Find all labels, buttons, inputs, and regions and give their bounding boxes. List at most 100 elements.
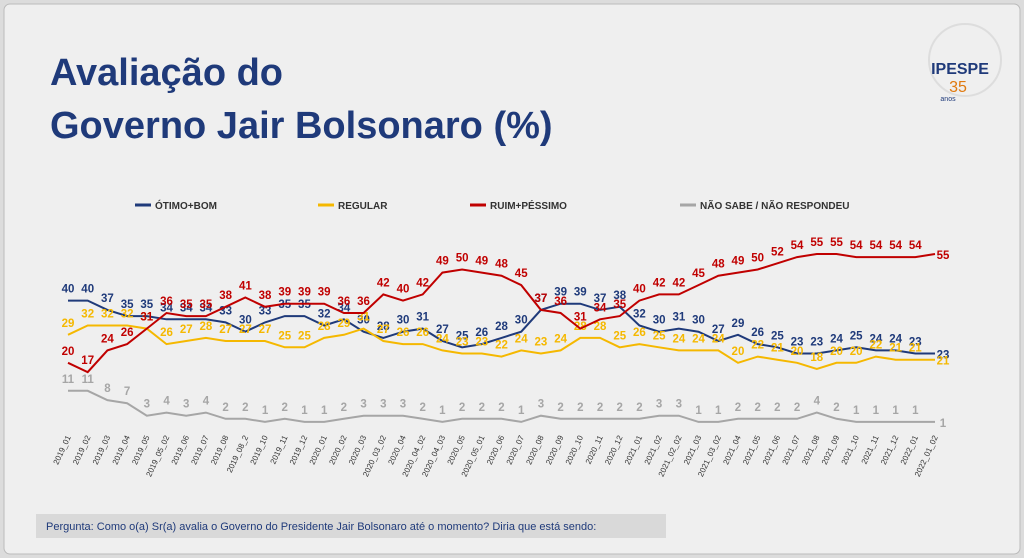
data-label: 24 bbox=[712, 333, 725, 345]
data-label: 41 bbox=[239, 280, 252, 292]
data-label: 54 bbox=[909, 240, 922, 252]
data-label: 26 bbox=[160, 327, 173, 339]
data-label: 35 bbox=[140, 299, 153, 311]
data-label: 18 bbox=[810, 352, 823, 364]
legend-label: RUIM+PÉSSIMO bbox=[490, 199, 567, 212]
data-label: 31 bbox=[357, 312, 370, 324]
data-label: 54 bbox=[889, 240, 902, 252]
data-label: 4 bbox=[163, 396, 170, 408]
title-line: Avaliação do bbox=[50, 52, 283, 94]
data-label: 31 bbox=[672, 312, 685, 324]
data-label: 2 bbox=[222, 402, 228, 414]
data-label: 3 bbox=[183, 399, 189, 411]
data-label: 27 bbox=[259, 324, 272, 336]
data-label: 29 bbox=[732, 318, 745, 330]
data-label: 2 bbox=[479, 402, 485, 414]
data-label: 32 bbox=[121, 308, 134, 320]
data-label: 27 bbox=[180, 324, 193, 336]
data-label: 27 bbox=[377, 324, 390, 336]
data-label: 2 bbox=[833, 402, 839, 414]
data-label: 2 bbox=[282, 402, 288, 414]
slide bbox=[3, 3, 1021, 555]
data-label: 20 bbox=[830, 346, 843, 358]
logo-name: IPESPE bbox=[931, 61, 989, 78]
data-label: 7 bbox=[124, 386, 130, 398]
data-label: 28 bbox=[200, 321, 213, 333]
data-label: 55 bbox=[937, 250, 950, 262]
data-label: 39 bbox=[318, 287, 331, 299]
data-label: 49 bbox=[732, 256, 745, 268]
data-label: 24 bbox=[869, 333, 882, 345]
data-label: 42 bbox=[672, 277, 685, 289]
data-label: 30 bbox=[239, 315, 252, 327]
data-label: 20 bbox=[850, 346, 863, 358]
data-label: 32 bbox=[81, 308, 94, 320]
data-label: 23 bbox=[535, 336, 548, 348]
data-label: 22 bbox=[495, 340, 508, 352]
data-label: 1 bbox=[321, 405, 328, 417]
question: Pergunta: Como o(a) Sr(a) avalia o Gover… bbox=[46, 521, 596, 533]
data-label: 35 bbox=[278, 299, 291, 311]
data-label: 20 bbox=[62, 346, 75, 358]
data-label: 30 bbox=[357, 315, 370, 327]
data-label: 27 bbox=[436, 324, 449, 336]
series-line bbox=[68, 299, 935, 355]
data-label: 29 bbox=[337, 318, 350, 330]
data-label: 25 bbox=[850, 330, 863, 342]
data-label: 54 bbox=[791, 240, 804, 252]
data-label: 4 bbox=[203, 396, 210, 408]
series-line bbox=[67, 324, 935, 371]
data-label: 42 bbox=[416, 277, 429, 289]
data-label: 37 bbox=[535, 293, 548, 305]
data-label: 2 bbox=[341, 402, 347, 414]
data-label: 28 bbox=[495, 321, 508, 333]
data-label: 2 bbox=[735, 402, 741, 414]
data-label: 20 bbox=[791, 346, 804, 358]
data-label: 54 bbox=[869, 240, 882, 252]
data-label: 22 bbox=[751, 340, 764, 352]
data-label: 27 bbox=[219, 324, 232, 336]
legend-label: REGULAR bbox=[338, 201, 388, 212]
data-label: 35 bbox=[180, 299, 193, 311]
data-label: 2 bbox=[557, 402, 563, 414]
data-label: 1 bbox=[853, 405, 860, 417]
data-label: 38 bbox=[219, 290, 232, 302]
title-line: Governo Jair Bolsonaro (%) bbox=[50, 105, 553, 147]
data-label: 20 bbox=[732, 346, 745, 358]
data-label: 22 bbox=[869, 340, 882, 352]
data-label: 45 bbox=[515, 268, 528, 280]
data-label: 1 bbox=[301, 405, 308, 417]
data-label: 2 bbox=[617, 402, 623, 414]
data-label: 26 bbox=[475, 327, 488, 339]
data-label: 24 bbox=[692, 333, 705, 345]
data-label: 37 bbox=[535, 293, 548, 305]
data-label: 21 bbox=[771, 343, 784, 355]
data-label: 29 bbox=[62, 318, 75, 330]
data-label: 21 bbox=[889, 343, 902, 355]
data-label: 28 bbox=[377, 321, 390, 333]
data-label: 52 bbox=[771, 246, 784, 258]
data-label: 1 bbox=[439, 405, 446, 417]
data-label: 28 bbox=[594, 321, 607, 333]
data-label: 36 bbox=[160, 296, 173, 308]
data-label: 26 bbox=[416, 327, 429, 339]
data-label: 48 bbox=[495, 259, 508, 271]
data-label: 25 bbox=[613, 330, 626, 342]
data-label: 8 bbox=[104, 383, 111, 395]
data-label: 39 bbox=[298, 287, 311, 299]
data-label: 25 bbox=[653, 330, 666, 342]
data-label: 2 bbox=[459, 402, 465, 414]
data-label: 3 bbox=[360, 399, 366, 411]
data-label: 33 bbox=[259, 305, 272, 317]
data-label: 48 bbox=[712, 259, 725, 271]
data-label: 1 bbox=[518, 405, 525, 417]
data-label: 3 bbox=[144, 399, 150, 411]
data-label: 23 bbox=[937, 349, 950, 361]
data-label: 54 bbox=[850, 240, 863, 252]
data-label: 25 bbox=[771, 330, 784, 342]
data-label: 35 bbox=[121, 299, 134, 311]
data-label: 1 bbox=[262, 405, 269, 417]
data-label: 36 bbox=[337, 296, 350, 308]
data-label: 30 bbox=[692, 315, 705, 327]
